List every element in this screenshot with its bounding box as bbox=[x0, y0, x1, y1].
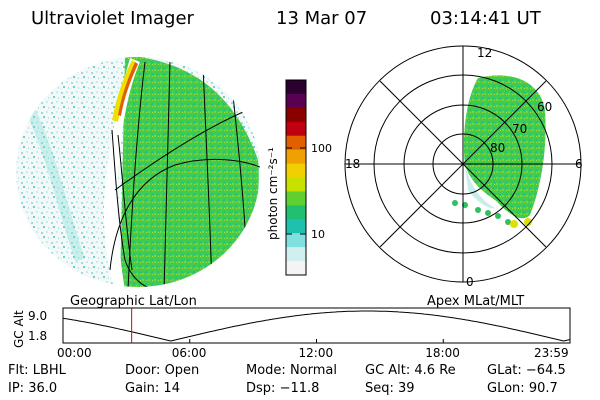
right-panel-caption: Apex MLat/MLT bbox=[427, 294, 525, 309]
status-flt: Flt: LBHL bbox=[8, 363, 66, 378]
colorbar-segment bbox=[286, 233, 306, 248]
timeline-plot: GC Alt 9.0 1.8 00:00 06:00 12:00 18:00 23:59 bbox=[12, 307, 571, 360]
mlat-80-label: 80 bbox=[490, 141, 505, 155]
colorbar-segment bbox=[286, 107, 306, 123]
colorbar: 100 10 photon cm⁻²s⁻¹ bbox=[266, 79, 332, 276]
colorbar-segment bbox=[286, 219, 306, 234]
status-glat: GLat: −64.5 bbox=[487, 363, 566, 378]
mlat-60-label: 60 bbox=[537, 100, 552, 114]
time-label: 03:14:41 UT bbox=[430, 8, 541, 29]
timeline-xtick: 23:59 bbox=[534, 346, 569, 360]
colorbar-segment bbox=[286, 177, 306, 192]
mlat-70-label: 70 bbox=[512, 122, 527, 136]
colorbar-segment bbox=[286, 247, 306, 262]
colorbar-segment bbox=[286, 149, 306, 165]
colorbar-segment bbox=[286, 80, 306, 95]
timeline-ylabel: GC Alt bbox=[12, 310, 26, 348]
timeline-ytick-high: 9.0 bbox=[28, 309, 47, 323]
status-dsp: Dsp: −11.8 bbox=[246, 381, 320, 396]
mlt-18-label: 18 bbox=[345, 157, 360, 171]
colorbar-tick-10: 10 bbox=[311, 228, 325, 241]
date-label: 13 Mar 07 bbox=[276, 8, 368, 29]
mlt-12-label: 12 bbox=[477, 46, 492, 60]
status-mode: Mode: Normal bbox=[246, 363, 337, 378]
colorbar-segment bbox=[286, 205, 306, 220]
colorbar-segment bbox=[286, 163, 306, 178]
colorbar-segment bbox=[286, 135, 306, 151]
timeline-xtick: 06:00 bbox=[172, 346, 207, 360]
timeline-ytick-low: 1.8 bbox=[28, 329, 47, 343]
status-door: Door: Open bbox=[125, 363, 200, 378]
polar-plot: 12 18 6 0 60 70 80 bbox=[344, 45, 583, 289]
instrument-title: Ultraviolet Imager bbox=[31, 8, 194, 29]
status-gain: Gain: 14 bbox=[125, 381, 180, 396]
colorbar-segment bbox=[286, 93, 306, 109]
status-ip: IP: 36.0 bbox=[8, 381, 58, 396]
status-seq: Seq: 39 bbox=[365, 381, 415, 396]
timeline-xtick: 18:00 bbox=[425, 346, 460, 360]
status-gcalt: GC Alt: 4.6 Re bbox=[365, 363, 456, 378]
colorbar-segment bbox=[286, 121, 306, 137]
colorbar-segment bbox=[286, 191, 306, 206]
timeline-xtick: 12:00 bbox=[299, 346, 334, 360]
mlt-6-label: 6 bbox=[575, 157, 583, 171]
timeline-xtick: 00:00 bbox=[57, 346, 92, 360]
mlt-0-label: 0 bbox=[466, 275, 474, 289]
colorbar-segment bbox=[286, 261, 306, 276]
left-panel-caption: Geographic Lat/Lon bbox=[70, 294, 197, 309]
status-glon: GLon: 90.7 bbox=[487, 381, 558, 396]
colorbar-label: photon cm⁻²s⁻¹ bbox=[266, 147, 280, 240]
colorbar-tick-100: 100 bbox=[311, 142, 332, 155]
